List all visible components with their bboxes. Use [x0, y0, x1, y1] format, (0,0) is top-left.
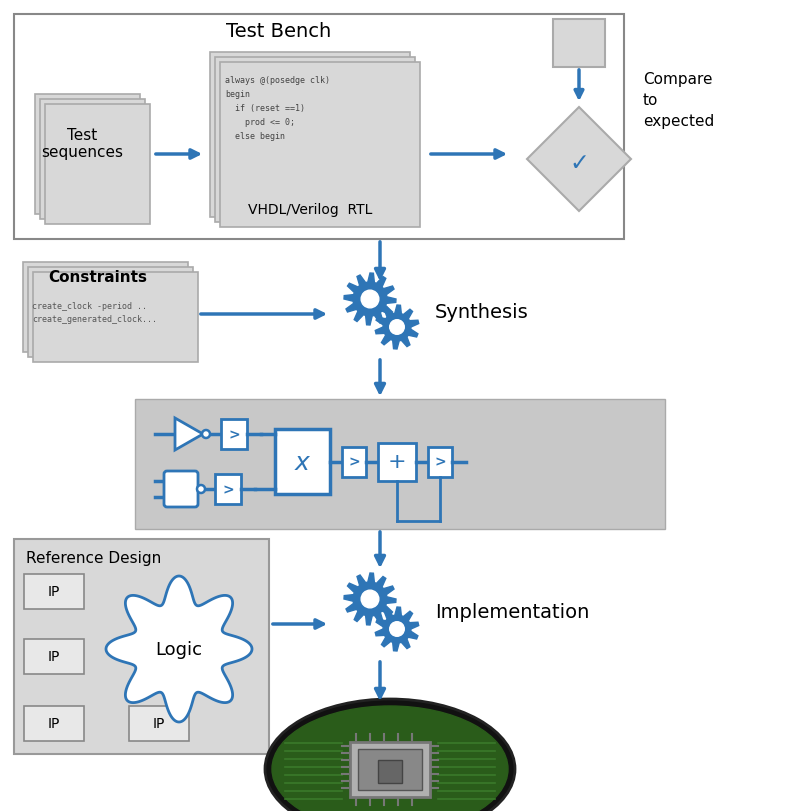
Text: Logic: Logic: [155, 640, 203, 659]
FancyBboxPatch shape: [210, 53, 410, 217]
FancyBboxPatch shape: [428, 447, 452, 477]
Polygon shape: [527, 108, 631, 212]
Text: if (reset ==1): if (reset ==1): [225, 103, 305, 113]
Text: +: +: [388, 452, 407, 472]
Ellipse shape: [265, 699, 515, 811]
Circle shape: [197, 486, 205, 493]
FancyBboxPatch shape: [342, 447, 366, 477]
Circle shape: [390, 320, 404, 335]
FancyBboxPatch shape: [40, 100, 145, 220]
Circle shape: [390, 622, 404, 637]
Polygon shape: [375, 607, 418, 651]
Text: IP: IP: [48, 716, 60, 730]
FancyBboxPatch shape: [378, 443, 416, 481]
Circle shape: [202, 431, 210, 439]
Text: else begin: else begin: [225, 131, 285, 140]
Text: >: >: [348, 455, 360, 469]
FancyBboxPatch shape: [45, 105, 150, 225]
Text: >: >: [229, 427, 240, 441]
FancyBboxPatch shape: [378, 760, 402, 783]
Circle shape: [361, 590, 379, 608]
Text: ✓: ✓: [569, 151, 589, 175]
Text: Constraints: Constraints: [48, 269, 147, 284]
Polygon shape: [344, 273, 396, 325]
FancyBboxPatch shape: [221, 419, 247, 449]
FancyBboxPatch shape: [24, 639, 84, 674]
Text: create_clock -period ..: create_clock -period ..: [32, 301, 147, 310]
Text: IP: IP: [48, 584, 60, 599]
Text: >: >: [434, 455, 446, 469]
Text: >: >: [222, 483, 234, 496]
Text: always @(posedge clk): always @(posedge clk): [225, 75, 330, 84]
Text: x: x: [296, 450, 310, 474]
Text: Compare
to
expected: Compare to expected: [643, 71, 714, 128]
Text: Test: Test: [67, 127, 97, 142]
Text: begin: begin: [225, 89, 250, 98]
FancyBboxPatch shape: [24, 706, 84, 741]
Polygon shape: [375, 306, 418, 350]
FancyBboxPatch shape: [215, 58, 415, 223]
FancyBboxPatch shape: [14, 15, 624, 240]
FancyBboxPatch shape: [275, 430, 330, 495]
Polygon shape: [344, 573, 396, 625]
FancyBboxPatch shape: [220, 63, 420, 228]
FancyBboxPatch shape: [350, 741, 430, 796]
FancyBboxPatch shape: [129, 706, 189, 741]
FancyBboxPatch shape: [358, 749, 422, 790]
Text: IP: IP: [153, 716, 165, 730]
FancyBboxPatch shape: [14, 539, 269, 754]
FancyBboxPatch shape: [135, 400, 665, 530]
Polygon shape: [106, 577, 252, 722]
FancyBboxPatch shape: [24, 574, 84, 609]
Text: create_generated_clock...: create_generated_clock...: [32, 314, 157, 323]
FancyBboxPatch shape: [33, 272, 198, 363]
Text: Test Bench: Test Bench: [226, 21, 332, 41]
Text: Synthesis: Synthesis: [435, 303, 529, 321]
FancyBboxPatch shape: [35, 95, 140, 215]
Ellipse shape: [272, 706, 508, 811]
FancyBboxPatch shape: [28, 268, 193, 358]
Circle shape: [361, 291, 379, 308]
Text: IP: IP: [48, 649, 60, 663]
Text: Reference Design: Reference Design: [26, 550, 162, 564]
Text: Implementation: Implementation: [435, 603, 589, 622]
Text: VHDL/Verilog  RTL: VHDL/Verilog RTL: [247, 203, 372, 217]
FancyBboxPatch shape: [553, 20, 605, 68]
Text: prod <= 0;: prod <= 0;: [225, 118, 295, 127]
Polygon shape: [175, 418, 203, 450]
FancyBboxPatch shape: [215, 474, 241, 504]
FancyBboxPatch shape: [164, 471, 198, 508]
FancyBboxPatch shape: [23, 263, 188, 353]
Text: sequences: sequences: [41, 144, 123, 159]
